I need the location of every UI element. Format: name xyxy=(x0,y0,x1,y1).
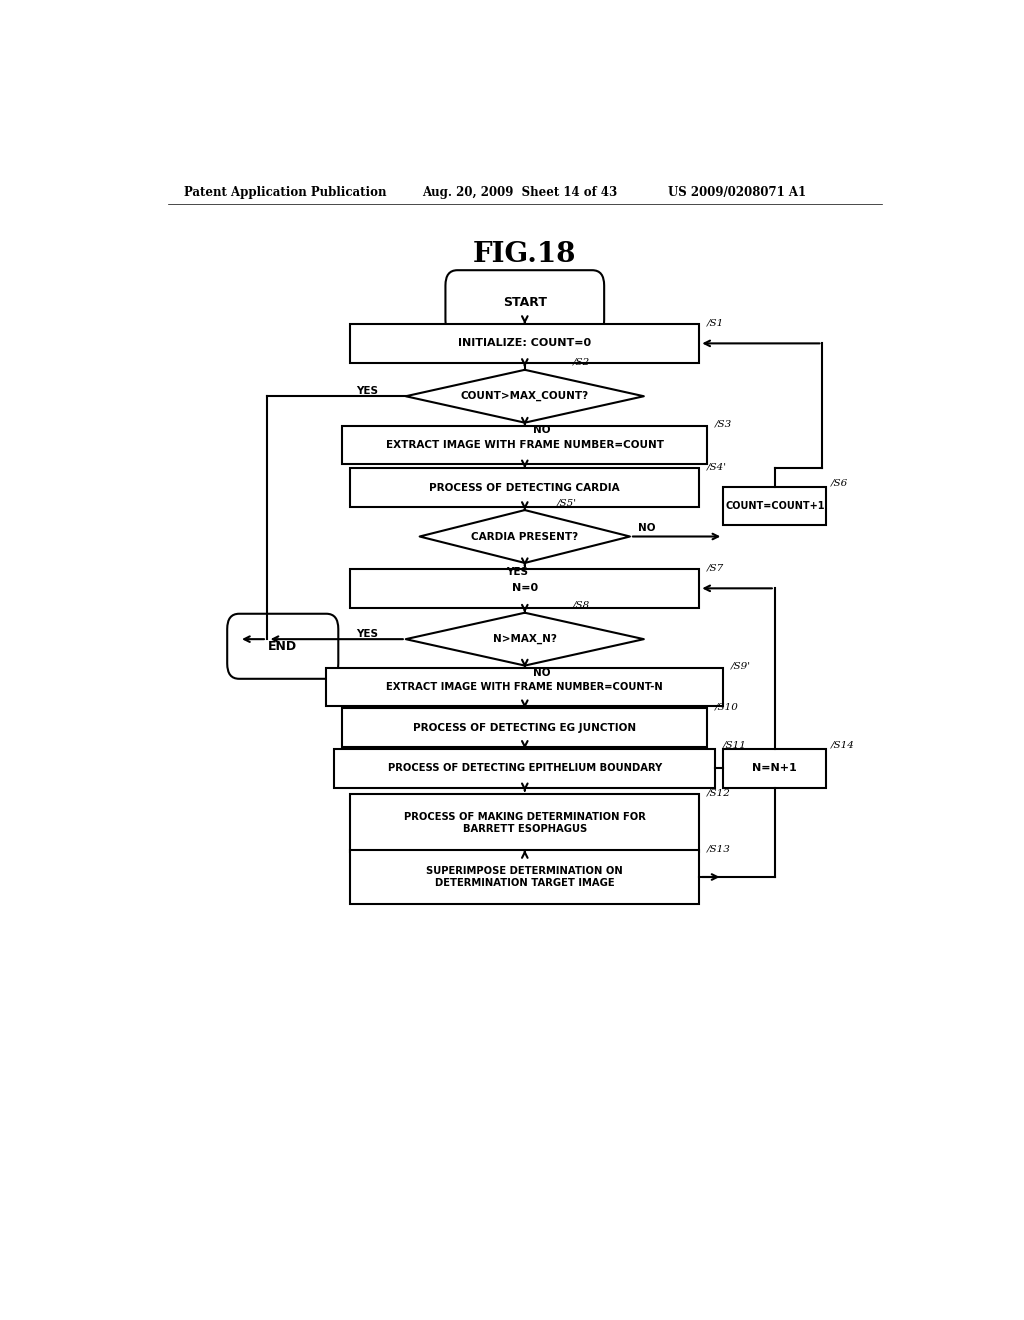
Text: NO: NO xyxy=(638,523,655,533)
Text: CARDIA PRESENT?: CARDIA PRESENT? xyxy=(471,532,579,541)
Bar xyxy=(350,795,699,853)
Text: /S4': /S4' xyxy=(708,462,727,471)
Bar xyxy=(723,748,826,788)
Text: /S13: /S13 xyxy=(708,843,731,853)
Text: /S6: /S6 xyxy=(830,479,848,487)
Bar xyxy=(350,469,699,507)
Polygon shape xyxy=(406,370,644,422)
Text: /S5': /S5' xyxy=(557,498,577,507)
Text: SUPERIMPOSE DETERMINATION ON
DETERMINATION TARGET IMAGE: SUPERIMPOSE DETERMINATION ON DETERMINATI… xyxy=(426,866,624,888)
FancyBboxPatch shape xyxy=(227,614,338,678)
Text: /S12: /S12 xyxy=(708,788,731,797)
Bar xyxy=(723,487,826,525)
Polygon shape xyxy=(420,510,630,562)
Text: INITIALIZE: COUNT=0: INITIALIZE: COUNT=0 xyxy=(458,338,592,348)
Text: /S7: /S7 xyxy=(708,564,725,572)
Bar xyxy=(334,748,715,788)
Polygon shape xyxy=(406,612,644,665)
Text: /S2: /S2 xyxy=(572,358,590,367)
Bar xyxy=(350,850,699,904)
Text: /S10: /S10 xyxy=(715,702,739,711)
Text: YES: YES xyxy=(356,387,378,396)
Text: Patent Application Publication: Patent Application Publication xyxy=(183,186,386,199)
Text: N>MAX_N?: N>MAX_N? xyxy=(493,634,557,644)
Text: COUNT=COUNT+1: COUNT=COUNT+1 xyxy=(725,502,824,511)
Text: PROCESS OF DETECTING EPITHELIUM BOUNDARY: PROCESS OF DETECTING EPITHELIUM BOUNDARY xyxy=(388,763,662,774)
Text: /S11: /S11 xyxy=(723,741,748,750)
Text: COUNT>MAX_COUNT?: COUNT>MAX_COUNT? xyxy=(461,391,589,401)
Text: PROCESS OF DETECTING EG JUNCTION: PROCESS OF DETECTING EG JUNCTION xyxy=(414,722,636,733)
Text: YES: YES xyxy=(356,630,378,639)
Text: YES: YES xyxy=(506,568,527,577)
FancyBboxPatch shape xyxy=(445,271,604,335)
Text: PROCESS OF DETECTING CARDIA: PROCESS OF DETECTING CARDIA xyxy=(429,483,621,492)
Text: NO: NO xyxy=(532,668,550,677)
Text: /S3: /S3 xyxy=(715,420,732,429)
Bar xyxy=(350,569,699,607)
Text: FIG.18: FIG.18 xyxy=(473,242,577,268)
Bar xyxy=(327,668,723,706)
Text: /S9': /S9' xyxy=(731,661,752,671)
Text: /S14: /S14 xyxy=(830,741,854,750)
Text: START: START xyxy=(503,296,547,309)
Text: NO: NO xyxy=(532,425,550,434)
Bar xyxy=(342,709,708,747)
Text: PROCESS OF MAKING DETERMINATION FOR
BARRETT ESOPHAGUS: PROCESS OF MAKING DETERMINATION FOR BARR… xyxy=(403,812,646,834)
Text: /S1: /S1 xyxy=(708,318,725,327)
Text: EXTRACT IMAGE WITH FRAME NUMBER=COUNT-N: EXTRACT IMAGE WITH FRAME NUMBER=COUNT-N xyxy=(386,682,664,692)
Text: Aug. 20, 2009  Sheet 14 of 43: Aug. 20, 2009 Sheet 14 of 43 xyxy=(422,186,616,199)
Text: US 2009/0208071 A1: US 2009/0208071 A1 xyxy=(668,186,806,199)
Text: N=N+1: N=N+1 xyxy=(753,763,797,774)
Text: N=0: N=0 xyxy=(512,583,538,593)
Text: EXTRACT IMAGE WITH FRAME NUMBER=COUNT: EXTRACT IMAGE WITH FRAME NUMBER=COUNT xyxy=(386,440,664,450)
Bar xyxy=(350,325,699,363)
Text: END: END xyxy=(268,640,297,653)
Bar xyxy=(342,426,708,465)
Text: /S8: /S8 xyxy=(572,601,590,610)
